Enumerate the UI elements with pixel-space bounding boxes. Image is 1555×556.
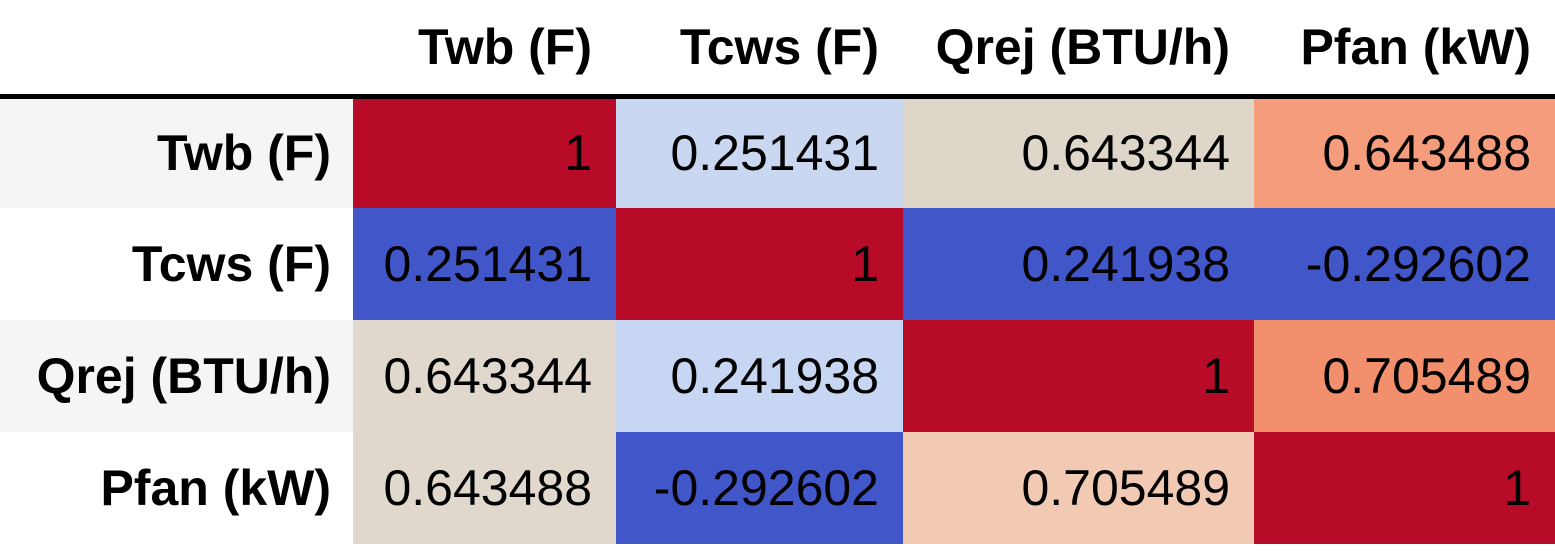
matrix-cell-twb-pfan: 0.643488 — [1254, 96, 1555, 208]
matrix-cell-qrej-qrej: 1 — [903, 320, 1254, 432]
column-header-qrej: Qrej (BTU/h) — [903, 0, 1254, 99]
table-row-qrej: Qrej (BTU/h) 0.643344 0.241938 1 0.70548… — [0, 320, 1555, 432]
table-row-tcws: Tcws (F) 0.251431 1 0.241938 -0.292602 — [0, 208, 1555, 320]
matrix-cell-tcws-pfan: -0.292602 — [1254, 208, 1555, 320]
matrix-cell-qrej-pfan: 0.705489 — [1254, 320, 1555, 432]
matrix-cell-twb-tcws: 0.251431 — [616, 96, 903, 208]
matrix-cell-pfan-twb: 0.643488 — [353, 432, 616, 544]
matrix-cell-pfan-pfan: 1 — [1254, 432, 1555, 544]
matrix-cell-qrej-tcws: 0.241938 — [616, 320, 903, 432]
matrix-cell-twb-twb: 1 — [353, 96, 616, 208]
matrix-cell-qrej-twb: 0.643344 — [353, 320, 616, 432]
column-header-twb: Twb (F) — [353, 0, 616, 99]
column-header-pfan: Pfan (kW) — [1254, 0, 1555, 99]
matrix-cell-twb-qrej: 0.643344 — [903, 96, 1254, 208]
table-row-pfan: Pfan (kW) 0.643488 -0.292602 0.705489 1 — [0, 432, 1555, 544]
corner-cell — [0, 0, 353, 99]
row-header-twb: Twb (F) — [0, 96, 353, 208]
matrix-cell-pfan-qrej: 0.705489 — [903, 432, 1254, 544]
row-header-tcws: Tcws (F) — [0, 208, 353, 320]
row-header-qrej: Qrej (BTU/h) — [0, 320, 353, 432]
row-header-pfan: Pfan (kW) — [0, 432, 353, 544]
table-header-row: Twb (F) Tcws (F) Qrej (BTU/h) Pfan (kW) — [0, 0, 1555, 99]
table-row-twb: Twb (F) 1 0.251431 0.643344 0.643488 — [0, 96, 1555, 208]
matrix-cell-pfan-tcws: -0.292602 — [616, 432, 903, 544]
column-header-tcws: Tcws (F) — [616, 0, 903, 99]
matrix-cell-tcws-twb: 0.251431 — [353, 208, 616, 320]
matrix-cell-tcws-tcws: 1 — [616, 208, 903, 320]
correlation-matrix-table: Twb (F) Tcws (F) Qrej (BTU/h) Pfan (kW) … — [0, 0, 1555, 544]
matrix-cell-tcws-qrej: 0.241938 — [903, 208, 1254, 320]
